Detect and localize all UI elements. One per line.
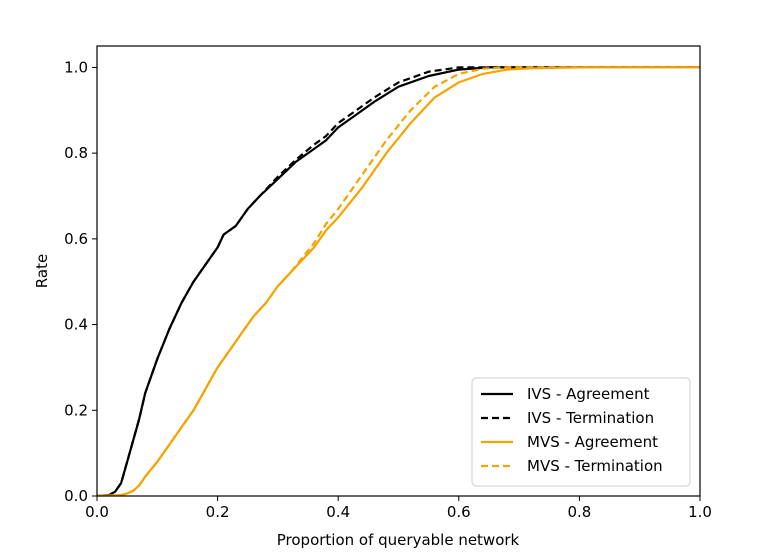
legend-label-ivs-agreement: IVS - Agreement [527, 385, 650, 403]
y-tick-label: 1.0 [64, 58, 88, 76]
x-tick-label: 0.6 [447, 503, 471, 521]
y-tick-label: 0.2 [64, 401, 88, 419]
x-tick-label: 0.0 [85, 503, 109, 521]
x-tick-label: 0.4 [326, 503, 350, 521]
legend-label-mvs-agreement: MVS - Agreement [527, 433, 658, 451]
legend-entries: IVS - Agreement IVS - Termination MVS - Ag… [481, 385, 663, 475]
legend: IVS - Agreement IVS - Termination MVS - Ag… [471, 377, 691, 487]
legend-label-ivs-termination: IVS - Termination [527, 409, 654, 427]
x-tick-label: 1.0 [688, 503, 712, 521]
x-tick-label: 0.8 [567, 503, 591, 521]
series-line-ivs-termination [97, 66, 700, 496]
series-layer [97, 66, 700, 496]
series-line-ivs-agreement [97, 66, 700, 496]
series-line-mvs-termination [97, 66, 700, 496]
y-axis-label: Rate [33, 254, 51, 288]
legend-label-mvs-termination: MVS - Termination [527, 457, 663, 475]
plot-frame [96, 45, 701, 497]
y-axis-ticks: 0.0 0.2 0.4 0.6 0.8 1.0 [64, 58, 97, 505]
y-tick-label: 0.4 [64, 316, 88, 334]
x-tick-label: 0.2 [206, 503, 230, 521]
x-axis-label: Proportion of queryable network [277, 531, 520, 549]
y-tick-label: 0.8 [64, 144, 88, 162]
x-axis-ticks: 0.0 0.2 0.4 0.6 0.8 1.0 [85, 496, 712, 521]
y-tick-label: 0.6 [64, 230, 88, 248]
legend-box [471, 377, 691, 487]
y-tick-label: 0.0 [64, 487, 88, 505]
